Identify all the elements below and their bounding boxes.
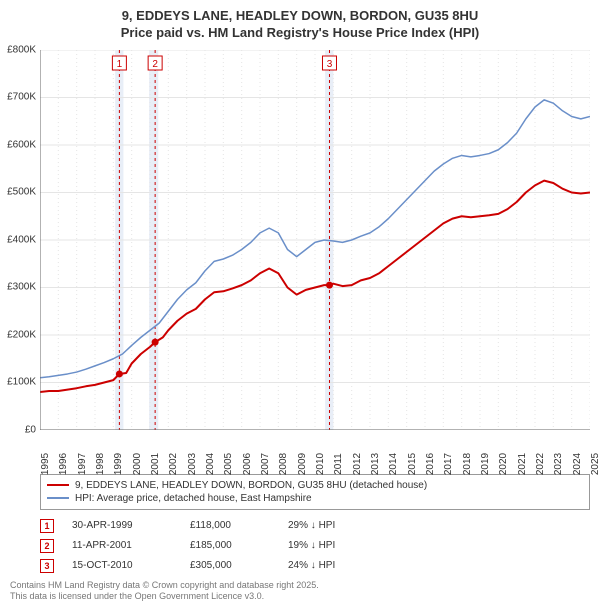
svg-text:1: 1 [117,59,123,70]
marker-price: £305,000 [190,560,270,571]
footer: Contains HM Land Registry data © Crown c… [10,580,590,603]
x-tick-label: 1997 [77,453,88,475]
x-tick-label: 2009 [297,453,308,475]
x-tick-label: 1995 [40,453,51,475]
x-tick-label: 2002 [168,453,179,475]
y-axis-labels: £0£100K£200K£300K£400K£500K£600K£700K£80… [0,50,38,430]
legend-label: 9, EDDEYS LANE, HEADLEY DOWN, BORDON, GU… [75,480,427,491]
marker-date: 30-APR-1999 [72,520,172,531]
marker-number-box: 1 [40,519,54,533]
x-tick-label: 2025 [590,453,600,475]
x-tick-label: 2017 [443,453,454,475]
marker-number-box: 2 [40,539,54,553]
x-tick-label: 2003 [187,453,198,475]
y-tick-label: £800K [7,44,36,55]
y-tick-label: £300K [7,282,36,293]
x-tick-label: 2022 [535,453,546,475]
x-tick-label: 2015 [407,453,418,475]
legend-swatch [47,484,69,486]
marker-table: 1 30-APR-1999 £118,000 29% ↓ HPI 2 11-APR-200… [40,516,590,576]
x-tick-label: 2019 [480,453,491,475]
x-tick-label: 2005 [223,453,234,475]
title-line-2: Price paid vs. HM Land Registry's House … [10,25,590,42]
y-tick-label: £400K [7,234,36,245]
marker-delta: 19% ↓ HPI [288,540,335,551]
y-tick-label: £0 [25,424,36,435]
x-tick-label: 1996 [58,453,69,475]
title-line-1: 9, EDDEYS LANE, HEADLEY DOWN, BORDON, GU… [10,8,590,25]
svg-text:2: 2 [152,59,158,70]
x-tick-label: 2000 [132,453,143,475]
marker-date: 15-OCT-2010 [72,560,172,571]
y-tick-label: £200K [7,329,36,340]
marker-row: 2 11-APR-2001 £185,000 19% ↓ HPI [40,536,590,556]
y-tick-label: £700K [7,92,36,103]
marker-price: £118,000 [190,520,270,531]
marker-number-box: 3 [40,559,54,573]
x-tick-label: 2024 [572,453,583,475]
marker-price: £185,000 [190,540,270,551]
x-tick-label: 2010 [315,453,326,475]
x-axis-labels: 1995199619971998199920002001200220032004… [40,432,590,468]
x-tick-label: 2008 [278,453,289,475]
x-tick-label: 2013 [370,453,381,475]
legend-row: HPI: Average price, detached house, East… [47,492,583,505]
x-tick-label: 2016 [425,453,436,475]
y-tick-label: £600K [7,139,36,150]
y-tick-label: £500K [7,187,36,198]
legend-swatch [47,497,69,499]
x-tick-label: 2011 [333,453,344,475]
x-tick-label: 1999 [113,453,124,475]
chart-plot: 1 2 3 [40,50,590,430]
chart-area: £0£100K£200K£300K£400K£500K£600K£700K£80… [40,50,590,430]
legend-row: 9, EDDEYS LANE, HEADLEY DOWN, BORDON, GU… [47,479,583,492]
x-tick-label: 2001 [150,453,161,475]
legend-label: HPI: Average price, detached house, East… [75,493,312,504]
x-tick-label: 2007 [260,453,271,475]
x-tick-label: 2006 [242,453,253,475]
marker-date: 11-APR-2001 [72,540,172,551]
x-tick-label: 2018 [462,453,473,475]
marker-delta: 29% ↓ HPI [288,520,335,531]
x-tick-label: 2020 [498,453,509,475]
x-tick-label: 2023 [553,453,564,475]
x-tick-label: 2014 [388,453,399,475]
svg-text:3: 3 [327,59,333,70]
chart-container: 9, EDDEYS LANE, HEADLEY DOWN, BORDON, GU… [0,0,600,590]
x-tick-label: 2004 [205,453,216,475]
x-tick-label: 2021 [517,453,528,475]
legend: 9, EDDEYS LANE, HEADLEY DOWN, BORDON, GU… [40,474,590,510]
x-tick-label: 2012 [352,453,363,475]
marker-row: 3 15-OCT-2010 £305,000 24% ↓ HPI [40,556,590,576]
marker-delta: 24% ↓ HPI [288,560,335,571]
marker-row: 1 30-APR-1999 £118,000 29% ↓ HPI [40,516,590,536]
footer-line-2: This data is licensed under the Open Gov… [10,591,590,603]
title-block: 9, EDDEYS LANE, HEADLEY DOWN, BORDON, GU… [0,0,600,46]
x-tick-label: 1998 [95,453,106,475]
y-tick-label: £100K [7,377,36,388]
